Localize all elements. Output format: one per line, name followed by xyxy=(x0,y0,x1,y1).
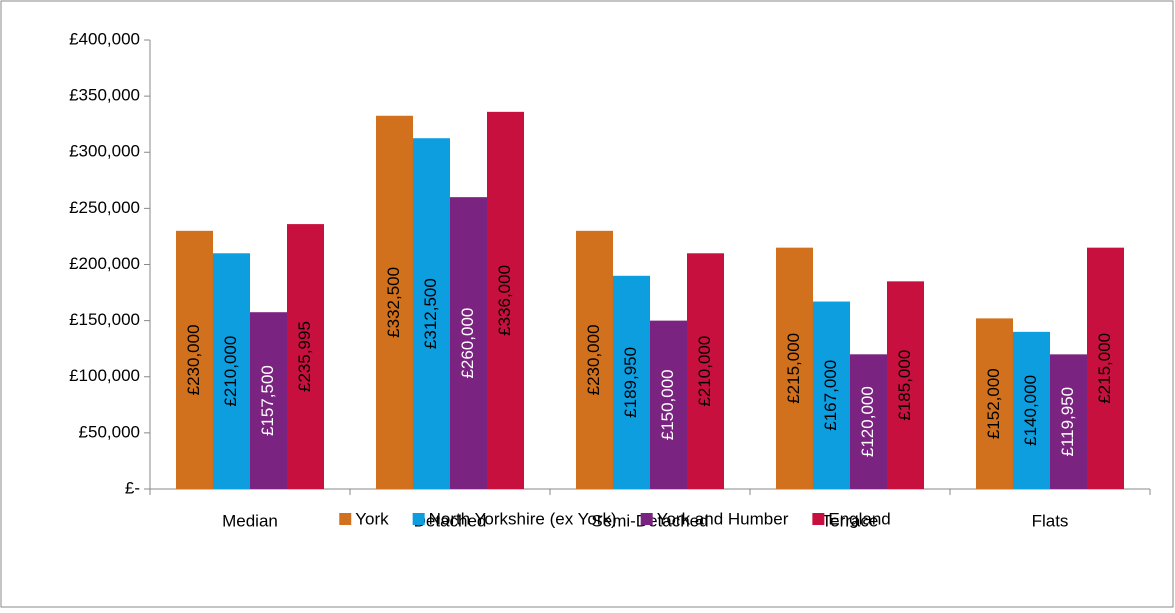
bar xyxy=(487,111,524,489)
data-label: £332,500 xyxy=(384,267,403,338)
data-label: £210,000 xyxy=(695,336,714,407)
data-label: £152,000 xyxy=(984,368,1003,439)
x-tick-label: Terrace xyxy=(822,511,879,530)
y-tick-label: £100,000 xyxy=(69,366,140,385)
data-label: £120,000 xyxy=(858,386,877,457)
data-label: £167,000 xyxy=(821,360,840,431)
bar xyxy=(976,318,1013,489)
data-label: £260,000 xyxy=(458,308,477,379)
bar xyxy=(1013,331,1050,489)
data-label: £235,995 xyxy=(295,321,314,392)
y-tick-label: £200,000 xyxy=(69,254,140,273)
x-tick-label: Flats xyxy=(1032,511,1069,530)
legend-label: York and Humber xyxy=(657,509,789,528)
data-label: £336,000 xyxy=(495,265,514,336)
bar xyxy=(250,312,287,489)
bar xyxy=(376,115,413,490)
legend-swatch xyxy=(812,513,825,525)
x-tick-label: Detached xyxy=(414,511,487,530)
bar xyxy=(813,301,850,489)
data-label: £215,000 xyxy=(1095,333,1114,404)
data-label: £230,000 xyxy=(584,324,603,395)
bar xyxy=(213,253,250,489)
y-tick-label: £- xyxy=(125,478,140,497)
bar xyxy=(1087,247,1124,489)
data-label: £150,000 xyxy=(658,369,677,440)
data-label: £140,000 xyxy=(1021,375,1040,446)
bar xyxy=(776,247,813,489)
legend-swatch xyxy=(339,513,352,525)
bar xyxy=(413,138,450,489)
legend-swatch xyxy=(412,513,425,525)
legend-swatch xyxy=(640,513,653,525)
legend-label: York xyxy=(355,509,389,528)
bar xyxy=(650,320,687,489)
data-label: £312,500 xyxy=(421,278,440,349)
data-label: £119,950 xyxy=(1058,387,1077,457)
y-tick-label: £300,000 xyxy=(69,142,140,161)
bar xyxy=(576,230,613,489)
y-tick-label: £150,000 xyxy=(69,310,140,329)
bar xyxy=(850,354,887,489)
y-tick-label: £400,000 xyxy=(69,29,140,48)
data-label: £157,500 xyxy=(258,365,277,436)
bar xyxy=(176,230,213,489)
y-tick-label: £250,000 xyxy=(69,198,140,217)
bar xyxy=(287,224,324,489)
bar xyxy=(887,281,924,489)
data-label: £189,950 xyxy=(621,347,640,418)
bar xyxy=(450,197,487,489)
data-label: £215,000 xyxy=(784,333,803,404)
x-tick-label: Median xyxy=(222,511,278,530)
y-tick-label: £350,000 xyxy=(69,86,140,105)
y-tick-label: £50,000 xyxy=(79,422,140,441)
bar xyxy=(687,253,724,489)
bar xyxy=(1050,354,1087,489)
bar xyxy=(613,275,650,489)
data-label: £185,000 xyxy=(895,350,914,421)
legend-label: England xyxy=(828,509,890,528)
data-label: £230,000 xyxy=(184,324,203,395)
data-label: £210,000 xyxy=(221,336,240,407)
legend-label: North Yorkshire (ex York) xyxy=(429,509,617,528)
